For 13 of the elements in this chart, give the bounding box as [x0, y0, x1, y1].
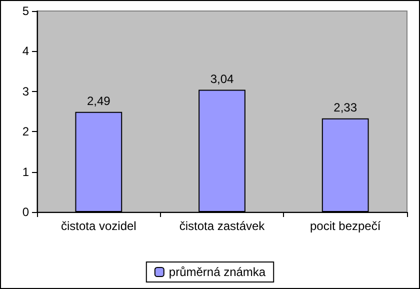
data-label: 2,49 [86, 94, 111, 108]
data-label: 2,33 [334, 100, 358, 114]
x-tick-label: pocit bezpečí [310, 219, 382, 233]
y-tick-label: 4 [22, 44, 30, 58]
y-tick-label: 1 [22, 164, 30, 179]
legend-label: průměrná známka [168, 265, 266, 279]
y-tick-label: 2 [22, 124, 30, 139]
x-tick-label: čistota vozidel [60, 219, 136, 233]
y-tick-label: 5 [22, 4, 30, 18]
y-tick-label: 0 [22, 205, 30, 219]
y-tick-label: 3 [22, 84, 30, 98]
x-tick-label: čistota zastávek [179, 219, 266, 233]
data-label: 3,04 [210, 72, 234, 86]
